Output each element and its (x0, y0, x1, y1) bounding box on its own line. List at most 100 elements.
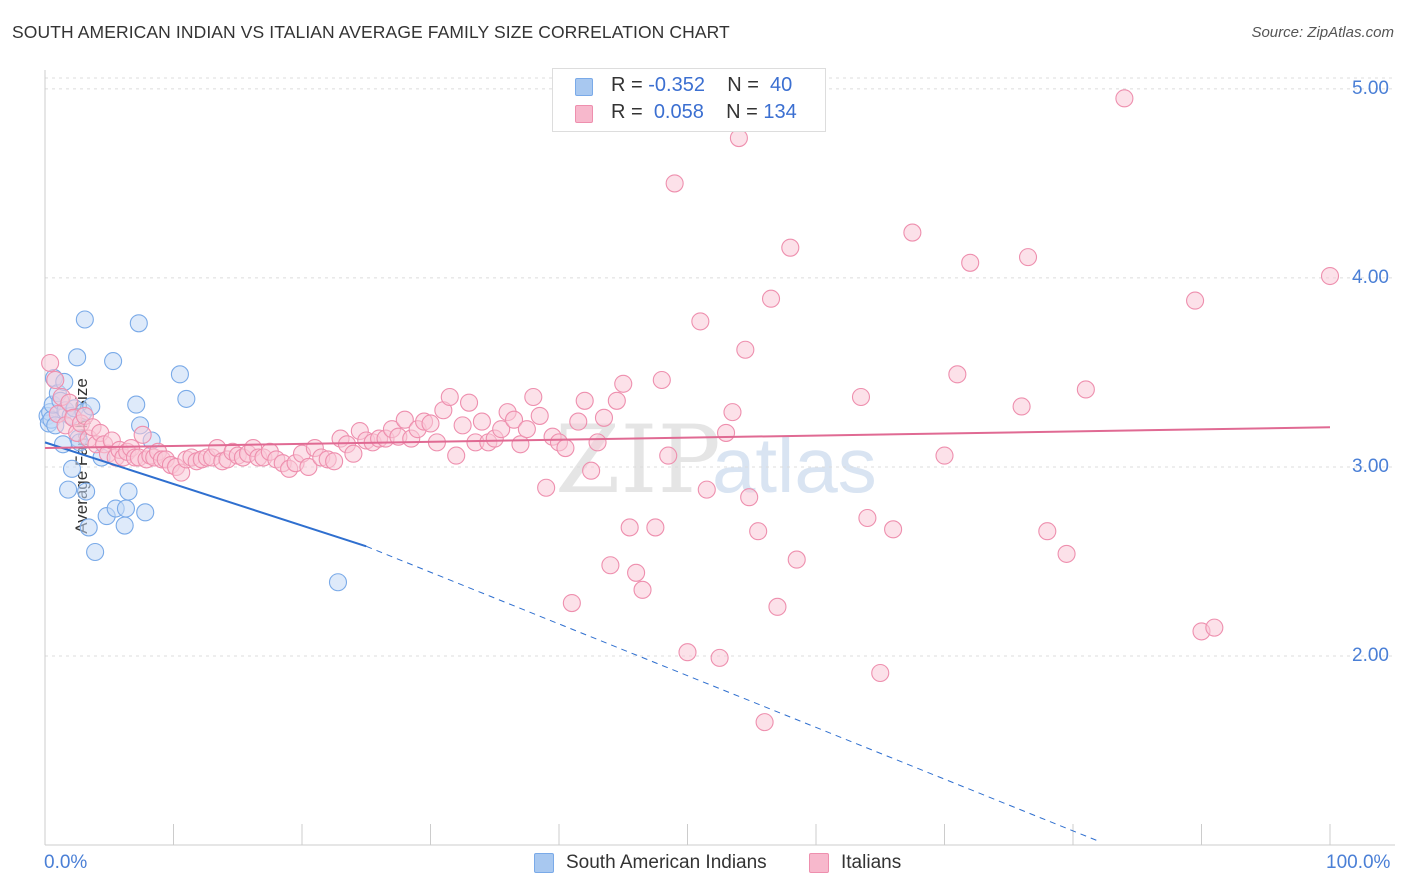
data-point (755, 713, 774, 732)
x-tick-label-max: 100.0% (1326, 852, 1391, 873)
legend-n-label: N = (727, 74, 759, 96)
data-point (562, 593, 581, 613)
data-point (116, 499, 136, 518)
data-point (749, 522, 768, 541)
data-point (127, 395, 146, 414)
data-point (740, 488, 759, 507)
data-point (665, 174, 684, 193)
data-point (1076, 380, 1095, 399)
grid-lines (45, 77, 1395, 657)
source-label: Source: ZipAtlas.com (1251, 24, 1394, 41)
data-point (77, 482, 96, 501)
y-tick-label: 3.00 (1352, 455, 1389, 477)
data-point (170, 365, 189, 384)
data-point (556, 438, 575, 458)
data-point (328, 573, 348, 592)
data-point (627, 563, 646, 582)
data-point (768, 597, 787, 616)
trend-lines (44, 426, 1331, 842)
data-point (129, 314, 148, 333)
data-point (710, 648, 729, 667)
data-point (858, 508, 877, 528)
data-point (691, 312, 710, 331)
data-point (133, 425, 152, 444)
data-point (59, 480, 78, 499)
data-point (697, 480, 716, 499)
legend-r-label: R = (611, 101, 643, 123)
data-point (961, 253, 980, 272)
legend-n-label: N = (726, 101, 758, 123)
data-point (659, 446, 678, 465)
data-point (440, 387, 459, 407)
legend-label: Italians (841, 852, 902, 873)
data-point (614, 374, 633, 393)
trend-line-italians (44, 426, 1331, 450)
data-point (453, 416, 472, 435)
data-point (1038, 522, 1057, 541)
data-point (935, 446, 954, 465)
chart-title: SOUTH AMERICAN INDIAN VS ITALIAN AVERAGE… (12, 22, 730, 42)
data-point (79, 518, 98, 537)
data-point (41, 353, 60, 373)
data-point (729, 128, 748, 148)
data-point (136, 503, 155, 522)
data-point (530, 406, 549, 425)
data-point (517, 420, 536, 439)
legend-swatch-blue (534, 853, 554, 873)
x-tick-label-min: 0.0% (44, 852, 88, 873)
data-point (1018, 248, 1038, 267)
legend-swatch-blue (575, 78, 593, 96)
data-point (575, 391, 594, 410)
data-point (46, 370, 65, 390)
data-point (620, 518, 639, 537)
legend-swatch-pink (809, 853, 829, 873)
data-point (119, 482, 138, 501)
data-point (1320, 266, 1340, 286)
data-point (421, 414, 440, 433)
trend-line-south-american-indians (44, 441, 367, 548)
data-point (723, 403, 742, 422)
data-point (524, 387, 543, 407)
data-point (62, 459, 82, 478)
data-point (601, 556, 620, 575)
trend-line-extension (366, 545, 1099, 842)
data-point (582, 461, 601, 480)
data-point (716, 423, 736, 442)
data-point (60, 393, 79, 412)
data-point (569, 412, 588, 431)
series-italians (41, 89, 1340, 732)
data-point (104, 352, 123, 371)
correlation-legend: R = -0.352 N = 40 R = 0.058 N = 134 (552, 68, 826, 132)
data-point (652, 370, 671, 390)
data-point (75, 310, 94, 329)
data-point (948, 365, 967, 384)
data-point (299, 457, 318, 477)
legend-r-label: R = (611, 74, 643, 96)
data-point (1205, 618, 1224, 637)
data-point (115, 516, 134, 535)
data-point (511, 435, 530, 454)
data-point (177, 389, 196, 408)
data-point (537, 478, 556, 497)
data-point (1186, 291, 1205, 310)
data-point (325, 452, 344, 471)
legend-swatch-pink (575, 105, 593, 123)
data-point (678, 643, 697, 662)
data-point (86, 542, 105, 562)
axes (44, 70, 1395, 846)
y-tick-label: 2.00 (1352, 644, 1389, 666)
legend-n-value: 40 (770, 74, 793, 96)
data-point (1012, 397, 1031, 416)
legend-n-value: 134 (763, 101, 797, 123)
legend-r-value: 0.058 (653, 101, 704, 123)
data-point (447, 446, 466, 465)
data-point (646, 518, 665, 537)
data-point (903, 223, 922, 242)
data-point (459, 393, 479, 412)
data-point (633, 580, 652, 599)
data-point (472, 412, 491, 431)
data-point (736, 340, 755, 359)
legend-r-value: -0.352 (648, 74, 705, 96)
data-point (761, 289, 781, 308)
